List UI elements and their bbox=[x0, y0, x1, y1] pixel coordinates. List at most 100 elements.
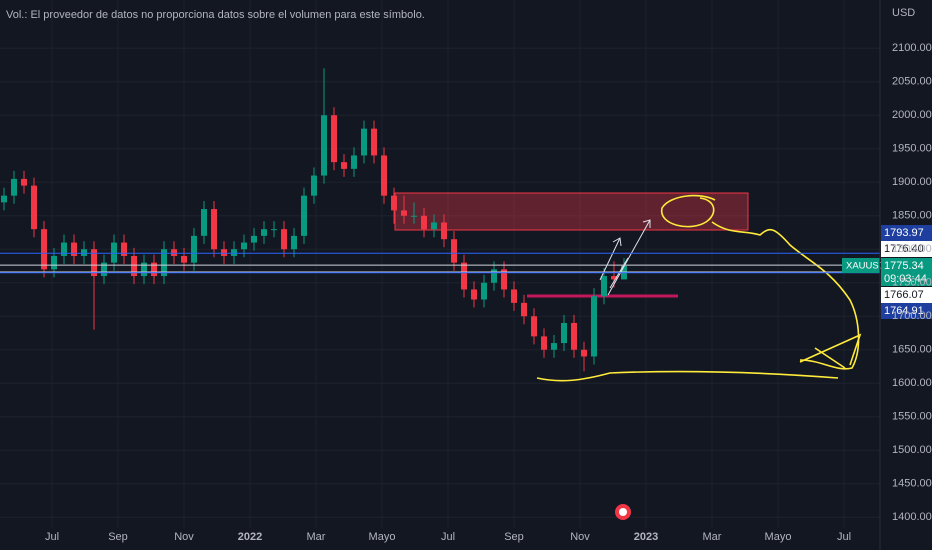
y-tick-label: 1700.00 bbox=[892, 310, 932, 322]
candle-body bbox=[21, 178, 27, 186]
y-tick-label: 2000.00 bbox=[892, 109, 932, 121]
candle-body bbox=[81, 249, 87, 256]
candle-body bbox=[301, 195, 307, 236]
candle-body bbox=[591, 296, 597, 357]
candle-body bbox=[51, 255, 57, 270]
price-level-box bbox=[881, 303, 932, 319]
y-tick-label: 1650.00 bbox=[892, 344, 932, 356]
candle-body bbox=[491, 269, 497, 283]
freehand-drawing[interactable] bbox=[536, 194, 862, 382]
candle-body bbox=[371, 128, 377, 156]
candle-body bbox=[101, 262, 107, 277]
price-level-box bbox=[881, 225, 932, 241]
candle-body bbox=[191, 235, 197, 263]
candle-body bbox=[541, 336, 547, 350]
y-tick-label: 1900.00 bbox=[892, 176, 932, 188]
x-tick-label: Mayo bbox=[369, 531, 396, 543]
candle-body bbox=[411, 215, 417, 217]
volume-notice: Vol.: El proveedor de datos no proporcio… bbox=[6, 9, 425, 21]
candle-body bbox=[1, 195, 7, 203]
candle-body bbox=[511, 289, 517, 303]
price-level-label: 1764.91 bbox=[884, 305, 924, 317]
candle-body bbox=[421, 215, 427, 230]
y-tick-label: 1550.00 bbox=[892, 411, 932, 423]
candle-body bbox=[161, 249, 167, 277]
zone-rectangle[interactable] bbox=[394, 192, 749, 231]
candle-body bbox=[391, 195, 397, 211]
candle-body bbox=[551, 343, 557, 350]
candle-body bbox=[291, 235, 297, 250]
y-tick-label: 1500.00 bbox=[892, 444, 932, 456]
candle-body bbox=[241, 242, 247, 250]
candle-body bbox=[111, 242, 117, 263]
symbol-box bbox=[842, 258, 880, 273]
y-tick-label: 2100.00 bbox=[892, 42, 932, 54]
candle-body bbox=[181, 255, 187, 263]
price-level-box bbox=[881, 241, 932, 257]
x-tick-label: Jul bbox=[45, 531, 59, 543]
x-tick-label: Sep bbox=[108, 531, 128, 543]
x-tick-label: Mar bbox=[703, 531, 722, 543]
x-tick-label: Nov bbox=[570, 531, 590, 543]
candle-body bbox=[531, 316, 537, 337]
candle-body bbox=[41, 229, 47, 270]
y-tick-label: 1750.00 bbox=[892, 277, 932, 289]
price-level-label: 1793.97 bbox=[884, 227, 924, 239]
price-levels: 1793.97 1776.40 1766.07 1764.91 XAUUSD1775.3… bbox=[0, 225, 932, 319]
candle-body bbox=[451, 239, 457, 263]
candle-body bbox=[471, 289, 477, 300]
candle-body bbox=[151, 262, 157, 277]
candle-body bbox=[501, 269, 507, 290]
x-tick-label: Mar bbox=[307, 531, 326, 543]
candle-body bbox=[331, 115, 337, 163]
candle-body bbox=[341, 162, 347, 169]
y-tick-label: 2050.00 bbox=[892, 76, 932, 88]
candle-body bbox=[611, 276, 617, 280]
candles bbox=[1, 68, 627, 372]
candle-body bbox=[201, 209, 207, 236]
y-tick-label: 1600.00 bbox=[892, 377, 932, 389]
candle-body bbox=[261, 229, 267, 236]
candle-body bbox=[481, 282, 487, 300]
event-icon-inner bbox=[619, 508, 627, 516]
candle-body bbox=[131, 255, 137, 277]
last-price-box bbox=[881, 258, 932, 286]
y-tick-label: 1800.00 bbox=[892, 243, 932, 255]
candle-body bbox=[351, 155, 357, 169]
x-tick-label: Nov bbox=[174, 531, 194, 543]
candle-body bbox=[521, 302, 527, 317]
candle-body bbox=[91, 249, 97, 277]
candle-body bbox=[121, 242, 127, 256]
candle-body bbox=[251, 235, 257, 243]
price-level-box bbox=[881, 287, 932, 303]
x-tick-label: Jul bbox=[837, 531, 851, 543]
candle-body bbox=[141, 262, 147, 277]
candle-body bbox=[601, 276, 607, 297]
countdown-label: 09:03:44 bbox=[884, 273, 927, 285]
candle-body bbox=[321, 115, 327, 176]
symbol-label: XAUUSD bbox=[846, 261, 886, 272]
candle-body bbox=[441, 222, 447, 240]
candle-body bbox=[281, 229, 287, 250]
x-tick-label: 2022 bbox=[238, 531, 262, 543]
candle-body bbox=[211, 209, 217, 250]
y-tick-label: 1950.00 bbox=[892, 143, 932, 155]
x-tick-label: Mayo bbox=[765, 531, 792, 543]
candle-body bbox=[581, 349, 587, 357]
candle-body bbox=[431, 222, 437, 230]
x-tick-label: Sep bbox=[504, 531, 524, 543]
candle-body bbox=[231, 249, 237, 256]
candle-body bbox=[561, 322, 567, 344]
y-tick-label: 1400.00 bbox=[892, 511, 932, 523]
candle-body bbox=[381, 155, 387, 196]
grid bbox=[0, 0, 880, 528]
candle-body bbox=[461, 262, 467, 290]
candle-body bbox=[221, 249, 227, 256]
price-level-label: 1776.40 bbox=[884, 243, 924, 255]
last-price-label: 1775.34 bbox=[884, 260, 924, 272]
x-tick-label: Jul bbox=[441, 531, 455, 543]
candle-body bbox=[401, 210, 407, 216]
candle-body bbox=[271, 229, 277, 231]
